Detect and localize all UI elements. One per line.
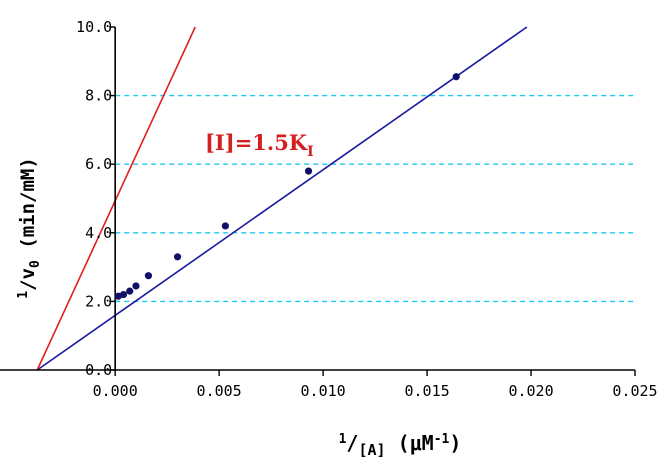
x-title-bracket: [A] [358, 441, 385, 459]
annotation-label: [I]=1.5KI [205, 130, 314, 160]
series-lines [36, 26, 528, 371]
data-point [221, 222, 229, 230]
inhibited-fit-line [36, 26, 196, 371]
uninhibited-fit-line [36, 26, 528, 371]
y-tick-label: 8.0 [85, 87, 112, 105]
x-title-unit: (μM [386, 431, 434, 455]
x-tick-label: 0.020 [508, 382, 553, 400]
data-point [132, 282, 140, 290]
y-axis-title: 1/v0 (min/mM) [16, 157, 43, 299]
y-title-unit: (min/mM) [17, 157, 39, 260]
data-point [126, 287, 134, 295]
annotation-subscript: I [307, 144, 314, 160]
annotation-main: [I]=1.5K [205, 130, 308, 155]
x-title-numerator: 1 [339, 432, 347, 447]
y-tick-label: 2.0 [85, 292, 112, 310]
y-title-slash: / [17, 279, 39, 290]
x-tick-label: 0.025 [612, 382, 657, 400]
tick-labels: 0.0 2.0 4.0 6.0 8.0 10.0 0.000 0.005 0.010 0.015 0… [76, 18, 658, 400]
x-title-close: ) [449, 431, 461, 455]
data-point [452, 73, 460, 81]
data-points [114, 73, 460, 300]
gridlines [115, 94, 635, 303]
x-tick-label: 0.010 [301, 382, 346, 400]
axes [0, 26, 636, 376]
x-title-exponent: -1 [434, 432, 450, 447]
y-title-numerator: 1 [16, 291, 31, 299]
x-tick-label: 0.000 [93, 382, 138, 400]
x-tick-label: 0.005 [197, 382, 242, 400]
data-point [119, 290, 128, 299]
data-point [304, 167, 313, 175]
y-tick-label: 4.0 [85, 224, 112, 242]
x-axis-title: 1/[A] (μM-1) [339, 431, 462, 459]
y-title-v-subscript: 0 [28, 260, 43, 268]
y-title-v: v [17, 268, 39, 279]
data-point [173, 253, 182, 261]
data-point [144, 272, 153, 280]
x-tick-label: 0.015 [404, 382, 449, 400]
y-tick-label: 10.0 [76, 18, 112, 36]
y-tick-label: 6.0 [85, 155, 112, 173]
x-title-slash: / [346, 431, 358, 455]
y-tick-label: 0.0 [85, 361, 112, 379]
